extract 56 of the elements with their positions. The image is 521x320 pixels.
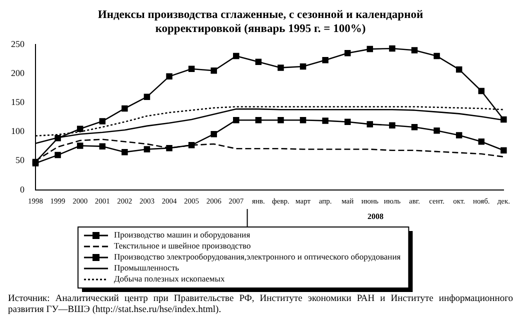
chart-title: Индексы производства сглаженные, с сезонной и календарной корректировкой (январь 1995 г. = 100%) (96, 8, 424, 36)
point (411, 47, 418, 54)
legend-label: Текстильное и швейное производство (114, 240, 251, 251)
point (500, 147, 507, 154)
y-tick-label: 200 (11, 68, 25, 78)
point (188, 142, 195, 148)
y-tick-label: 100 (11, 126, 25, 136)
point (500, 116, 507, 123)
point (144, 94, 150, 100)
point (389, 45, 396, 52)
point (210, 67, 217, 74)
point (122, 149, 128, 156)
point (76, 142, 84, 149)
point (434, 52, 440, 60)
point (411, 124, 418, 130)
point (366, 121, 374, 128)
point (54, 152, 61, 158)
y-tick-label: 0 (20, 184, 25, 194)
point (300, 116, 306, 124)
point (366, 46, 374, 52)
point (233, 52, 240, 60)
y-tick-label: 150 (11, 97, 25, 107)
point (434, 127, 440, 134)
point (166, 73, 172, 80)
point (144, 146, 150, 152)
point (478, 88, 484, 94)
point (233, 116, 240, 124)
point (456, 66, 462, 73)
point (188, 66, 195, 72)
legend-label: Производство электрооборудования,электронного и оптического оборудования (114, 252, 401, 262)
legend-label: Добыча полезных ископаемых (114, 274, 226, 284)
y-tick-label: 50 (16, 155, 25, 166)
legend-label: Производство машин и оборудования (114, 230, 250, 240)
text: 2008 (367, 212, 384, 221)
point (210, 130, 217, 138)
point (322, 118, 328, 124)
point (322, 57, 328, 64)
point (300, 63, 306, 70)
point (76, 126, 84, 132)
point (122, 105, 128, 112)
point (344, 50, 351, 56)
point (456, 132, 462, 138)
point (278, 116, 284, 124)
point (255, 58, 262, 65)
point (344, 118, 351, 125)
point (478, 138, 484, 145)
text: Источник: Аналитический центр при Правительстве РФ, Институте экономики РАН и Институте информационного развития ГУ—ВШЭ (http://stat.hse.ru/hse/index.html). (8, 294, 513, 316)
point (389, 122, 396, 128)
point (278, 64, 284, 71)
point (54, 135, 61, 142)
legend-label: Промышленность (114, 262, 180, 273)
point (99, 143, 106, 150)
point (166, 144, 172, 152)
y-tick-label: 250 (11, 38, 25, 49)
point (99, 118, 106, 124)
point (255, 116, 262, 124)
